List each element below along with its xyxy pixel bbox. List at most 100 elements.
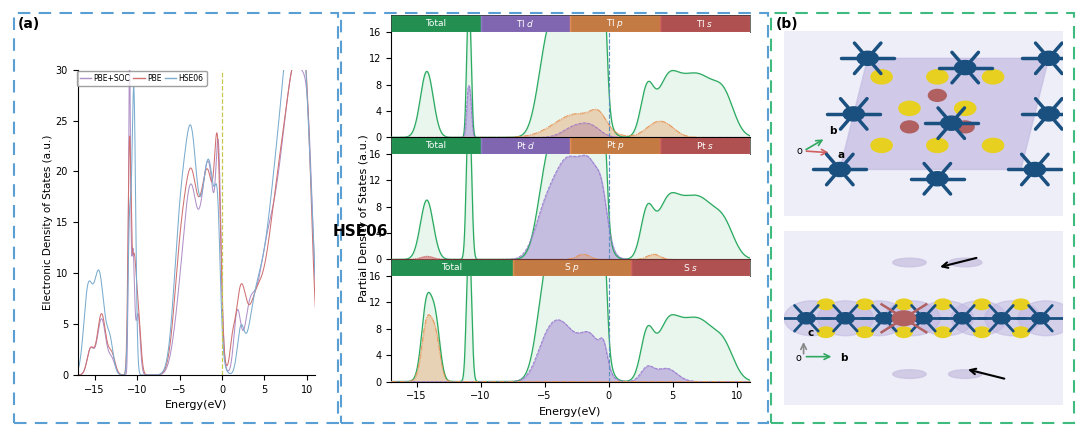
Circle shape — [941, 116, 962, 130]
HSE06 — [309, 276, 322, 282]
Ellipse shape — [948, 370, 982, 378]
Text: S $s$: S $s$ — [683, 262, 698, 273]
Legend: PBE+SOC, PBE, HSE06: PBE+SOC, PBE, HSE06 — [77, 71, 206, 85]
Text: Pt $s$: Pt $s$ — [696, 140, 714, 151]
Bar — [570, 15, 660, 32]
Circle shape — [973, 299, 990, 310]
Text: (b): (b) — [775, 17, 798, 31]
PBE+SOC — [123, 56, 136, 61]
Ellipse shape — [948, 258, 982, 267]
Text: c: c — [808, 328, 814, 338]
Bar — [481, 15, 570, 32]
Circle shape — [851, 301, 907, 336]
Line: HSE06: HSE06 — [78, 0, 315, 375]
PBE+SOC — [83, 346, 96, 351]
Circle shape — [954, 313, 971, 324]
Text: Pt $d$: Pt $d$ — [515, 140, 536, 151]
X-axis label: Energy(eV): Energy(eV) — [165, 400, 228, 410]
Ellipse shape — [893, 370, 927, 378]
Bar — [481, 137, 570, 154]
Circle shape — [899, 101, 920, 116]
Polygon shape — [840, 58, 1049, 170]
PBE+SOC — [302, 116, 315, 121]
Text: Partial Density of States (a.u.): Partial Density of States (a.u.) — [359, 134, 369, 302]
PBE — [144, 372, 157, 378]
PBE+SOC — [143, 372, 156, 378]
Circle shape — [973, 327, 990, 337]
HSE06 — [258, 242, 271, 247]
Circle shape — [858, 51, 878, 65]
HSE06 — [180, 133, 193, 139]
Bar — [391, 137, 481, 154]
Text: o: o — [795, 353, 801, 363]
Text: a: a — [837, 150, 845, 160]
Circle shape — [1018, 301, 1074, 336]
Circle shape — [856, 299, 874, 310]
Circle shape — [818, 299, 834, 310]
Circle shape — [915, 313, 932, 324]
Text: Total: Total — [426, 19, 446, 28]
PBE+SOC — [309, 287, 322, 292]
Line: PBE: PBE — [78, 43, 315, 375]
PBE — [180, 177, 193, 182]
HSE06 — [302, 128, 315, 133]
Circle shape — [1024, 163, 1045, 177]
Circle shape — [856, 327, 874, 337]
Text: Tl $s$: Tl $s$ — [696, 18, 714, 29]
PBE — [302, 120, 315, 125]
HSE06 — [71, 368, 84, 373]
Circle shape — [927, 138, 948, 153]
HSE06 — [138, 372, 151, 378]
PBE — [258, 260, 271, 266]
PBE+SOC — [258, 241, 271, 246]
Circle shape — [1013, 327, 1029, 337]
Circle shape — [993, 313, 1010, 324]
Text: b: b — [840, 353, 848, 363]
Circle shape — [927, 70, 948, 84]
Text: (a): (a) — [17, 17, 40, 31]
Circle shape — [956, 121, 974, 133]
HSE06 — [83, 278, 96, 283]
Circle shape — [951, 301, 1007, 336]
Bar — [391, 259, 513, 276]
Circle shape — [1038, 51, 1059, 65]
Circle shape — [843, 107, 864, 121]
Circle shape — [918, 301, 973, 336]
Text: Tl $d$: Tl $d$ — [516, 18, 535, 29]
PBE — [83, 346, 96, 351]
Circle shape — [955, 61, 976, 75]
Circle shape — [818, 327, 834, 337]
PBE+SOC — [180, 197, 193, 202]
Bar — [391, 15, 481, 32]
Bar — [660, 15, 750, 32]
Circle shape — [901, 121, 918, 133]
Bar — [570, 137, 660, 154]
Circle shape — [955, 101, 976, 116]
Ellipse shape — [893, 258, 927, 267]
Circle shape — [895, 299, 913, 310]
Circle shape — [784, 301, 840, 336]
HSE06 — [187, 138, 200, 143]
PBE — [302, 123, 315, 128]
Text: Pt $p$: Pt $p$ — [606, 139, 624, 152]
Circle shape — [983, 70, 1003, 84]
HSE06 — [302, 126, 315, 131]
Text: o: o — [797, 146, 802, 156]
Circle shape — [837, 313, 854, 324]
Y-axis label: Electronic Density of States (a.u.): Electronic Density of States (a.u.) — [43, 135, 53, 310]
Bar — [660, 137, 750, 154]
Circle shape — [870, 138, 892, 153]
Circle shape — [885, 301, 940, 336]
Circle shape — [870, 70, 892, 84]
PBE — [187, 172, 200, 177]
Circle shape — [927, 172, 948, 186]
PBE+SOC — [302, 118, 315, 123]
Circle shape — [895, 327, 913, 337]
Circle shape — [876, 313, 893, 324]
Circle shape — [934, 299, 951, 310]
Circle shape — [929, 89, 946, 101]
Text: Total: Total — [442, 263, 462, 272]
Text: S $p$: S $p$ — [564, 261, 580, 274]
Circle shape — [818, 301, 874, 336]
Text: HSE06: HSE06 — [333, 224, 388, 238]
